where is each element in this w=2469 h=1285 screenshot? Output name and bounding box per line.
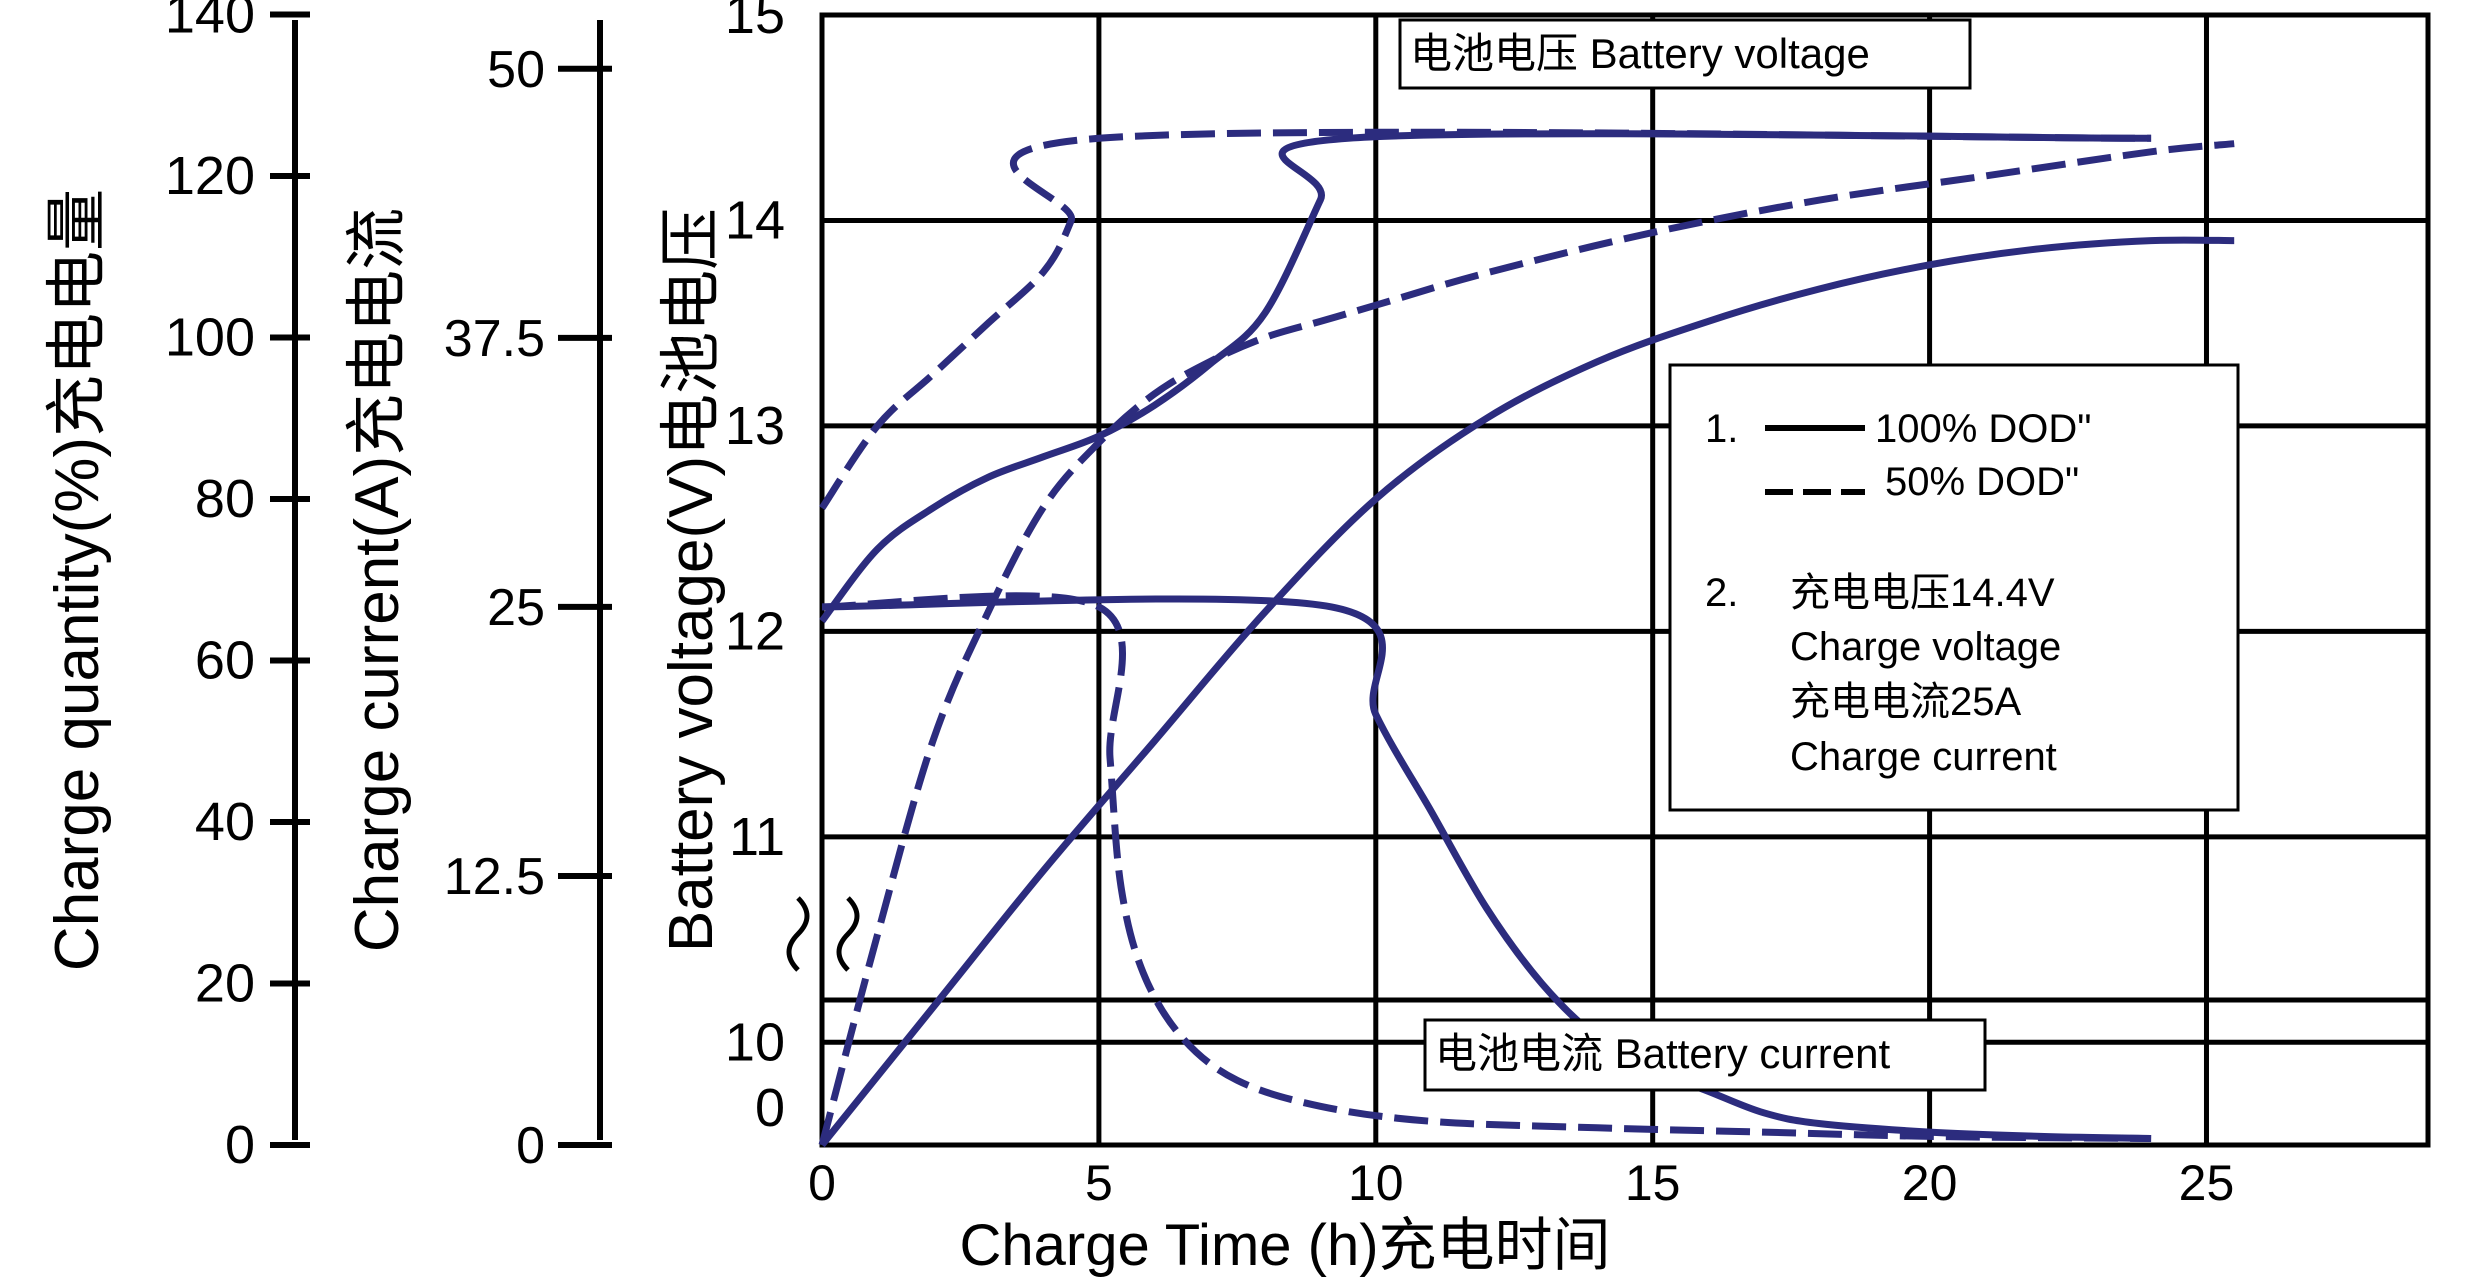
voltage-tick-label: 0 xyxy=(755,1078,785,1138)
battery-current-annotation-text: 电池电流 Battery current xyxy=(1435,1030,1890,1077)
current-axis-title: Charge current(A)充电电流 xyxy=(343,208,412,952)
legend-solid-label: 100% DOD" xyxy=(1875,407,2092,451)
voltage-tick-label: 12 xyxy=(725,601,785,661)
voltage-50-dod-curve xyxy=(819,128,2152,511)
legend: 1. 100% DOD" 50% DOD" 2. 充电电压14.4V Charg… xyxy=(1668,363,2240,812)
x-tick-label: 15 xyxy=(1625,1155,1681,1211)
quantity-tick-label: 80 xyxy=(195,469,255,529)
current-tick-label: 37.5 xyxy=(444,310,545,368)
plot-frame xyxy=(819,12,2431,1148)
legend-charge-current-cn: 充电电流25A xyxy=(1790,680,2021,724)
quantity-tick-label: 0 xyxy=(225,1115,255,1175)
current-tick-label: 25 xyxy=(487,579,545,637)
x-tick-label: 5 xyxy=(1085,1155,1113,1211)
quantity-50-dod-curve xyxy=(818,140,2235,1146)
legend-dashed-label: 50% DOD" xyxy=(1885,460,2079,504)
current-tick-label: 50 xyxy=(487,41,545,99)
current-100-dod-curve xyxy=(821,595,2152,1142)
battery-voltage-annotation: 电池电压 Battery voltage xyxy=(1398,18,1972,90)
legend-item2-number: 2. xyxy=(1705,571,1738,615)
voltage-tick-label: 14 xyxy=(725,190,785,250)
quantity-axis-title: Charge quantity(%)充电电量 xyxy=(43,189,112,971)
x-tick-label: 25 xyxy=(2179,1155,2235,1211)
x-tick-label: 0 xyxy=(808,1155,836,1211)
x-tick-label: 20 xyxy=(1902,1155,1958,1211)
legend-charge-voltage-en: Charge voltage xyxy=(1790,625,2061,669)
legend-charge-current-en: Charge current xyxy=(1790,735,2057,779)
voltage-axis-title: Battery voltage(V)电池电压 xyxy=(657,208,726,952)
battery-current-annotation: 电池电流 Battery current xyxy=(1423,1018,1987,1092)
axis-break-marker xyxy=(786,896,860,972)
quantity-tick-label: 120 xyxy=(165,146,255,206)
quantity-100-dod-curve xyxy=(819,236,2235,1148)
voltage-tick-label: 11 xyxy=(729,807,785,867)
current-50-dod-curve xyxy=(821,592,2152,1142)
quantity-tick-label: 60 xyxy=(195,631,255,691)
legend-item1-number: 1. xyxy=(1705,407,1738,451)
x-tick-label: 10 xyxy=(1348,1155,1404,1211)
current-tick-label: 12.5 xyxy=(444,848,545,906)
x-axis-title: Charge Time (h)充电时间 xyxy=(959,1213,1610,1278)
voltage-tick-label: 10 xyxy=(725,1012,785,1072)
current-tick-label: 0 xyxy=(516,1117,545,1175)
quantity-tick-label: 140 xyxy=(165,0,255,45)
quantity-tick-label: 20 xyxy=(195,954,255,1014)
legend-charge-voltage-cn: 充电电压14.4V xyxy=(1790,571,2055,615)
voltage-tick-label: 13 xyxy=(725,396,785,456)
battery-voltage-annotation-text: 电池电压 Battery voltage xyxy=(1410,30,1870,77)
quantity-tick-label: 40 xyxy=(195,792,255,852)
voltage-tick-label: 15 xyxy=(725,0,785,45)
quantity-tick-label: 100 xyxy=(165,308,255,368)
series-lines xyxy=(818,128,2235,1148)
